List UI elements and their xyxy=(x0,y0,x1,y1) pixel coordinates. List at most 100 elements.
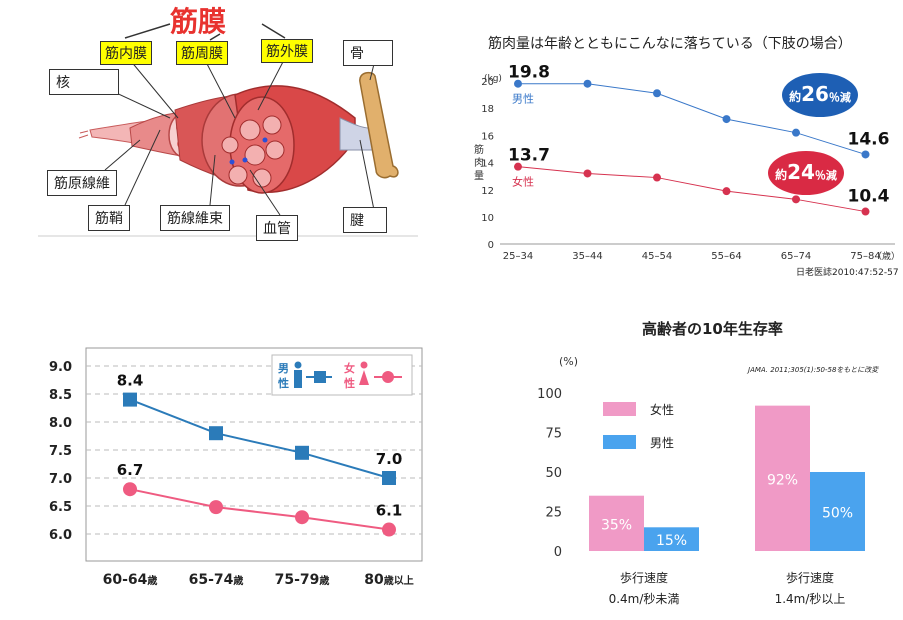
chart3-xtick: 歩行速度 xyxy=(620,570,668,585)
chart3-legend-label: 女性 xyxy=(650,402,674,417)
chart3-ytick: 25 xyxy=(545,506,562,521)
chart3-ytick: 0 xyxy=(554,545,562,560)
chart1-badge-text: 約24％減 xyxy=(775,160,837,184)
chart1-point xyxy=(583,169,592,178)
chart1-ylabel-char: 量 xyxy=(474,170,484,182)
chart3-bar xyxy=(644,527,699,551)
chart1-point xyxy=(514,79,522,88)
chart2-xtick: 75-79歳 xyxy=(275,572,330,588)
male-person-icon-body xyxy=(294,370,302,388)
chart2-ytick: 6.5 xyxy=(49,500,72,515)
chart2-series-line xyxy=(129,398,390,479)
chart3-source: JAMA. 2011;305(1):50-58をもとに改変 xyxy=(748,366,879,374)
chart2-point-square xyxy=(209,426,223,441)
chart1-xtick: 75–84 xyxy=(850,251,880,262)
chart1-ytick: 18 xyxy=(481,104,494,115)
chart3-legend-swatch xyxy=(603,435,636,449)
chart1-point xyxy=(722,187,731,196)
chart1-ytick: 10 xyxy=(481,213,494,224)
chart2-legend-male-marker xyxy=(314,371,326,383)
chart2-legend-male-char: 性 xyxy=(278,376,289,390)
chart1-point xyxy=(514,162,522,171)
muscle-mass-chart: 筋肉量は年齢とともにこんなに落ちている（下肢の場合） (kg) 0 10 12 14 16… xyxy=(470,25,903,285)
chart2-ytick: 8.0 xyxy=(49,416,72,431)
chart1-xtick: 45–54 xyxy=(642,251,672,262)
chart2-legend-male-char: 男 xyxy=(278,362,289,375)
label-nucleus: 核 xyxy=(49,69,119,95)
chart3-plot: (%)100755025035%92%15%50%歩行速度0.4m/秒未満歩行速… xyxy=(537,355,865,606)
muscle-illustration xyxy=(38,23,418,237)
chart1-end-label: 14.6 xyxy=(848,129,890,149)
chart1-yunit: (kg) xyxy=(484,74,502,84)
chart2-ytick: 8.5 xyxy=(49,388,72,403)
chart1-point xyxy=(861,150,870,159)
chart3-xtick: 1.4m/秒以上 xyxy=(775,592,846,606)
chart1-point xyxy=(583,79,592,88)
chart3-bar xyxy=(755,405,810,551)
chart2-point-circle xyxy=(295,510,309,525)
chart1-series-line xyxy=(518,83,866,155)
chart1-point xyxy=(653,173,661,182)
chart1-series-name: 男性 xyxy=(512,92,534,106)
chart3-title: 高齢者の10年生存率 xyxy=(642,320,783,338)
chart1-plot: (kg) 0 10 12 14 16 18 20 筋肉量 25–34 35–44 45–54 55–64… xyxy=(474,63,900,262)
label-sarcolemma: 筋鞘 xyxy=(88,205,130,231)
chart2-legend-female-char: 性 xyxy=(344,376,355,390)
chart1-start-label: 19.8 xyxy=(508,63,550,83)
male-person-icon xyxy=(294,361,302,369)
chart1-badge xyxy=(768,151,844,195)
chart1-point xyxy=(653,89,661,98)
chart2-xtick: 65-74歳 xyxy=(189,572,244,588)
chart3-xtick: 歩行速度 xyxy=(786,570,834,585)
chart2-point-square xyxy=(382,471,396,485)
chart2-point-circle xyxy=(382,522,396,537)
label-myofibril: 筋原線維 xyxy=(47,170,117,196)
chart1-badge-text: 約26％減 xyxy=(789,82,851,106)
label-endomysium: 筋内膜 xyxy=(100,41,152,65)
chart1-badge xyxy=(782,73,858,117)
chart1-xtick: 25–34 xyxy=(503,251,533,262)
chart1-point xyxy=(722,115,731,124)
chart3-ytick: 100 xyxy=(537,387,562,402)
chart3-bar-label: 35% xyxy=(601,517,632,533)
chart2-data-label: 6.7 xyxy=(117,461,144,479)
chart2-point-circle xyxy=(209,500,223,515)
chart2-data-label: 8.4 xyxy=(117,372,144,390)
chart1-ytick: 16 xyxy=(481,131,494,142)
chart2-point-circle xyxy=(123,482,137,497)
chart2-data-label: 6.1 xyxy=(376,502,403,520)
female-person-icon-body xyxy=(359,370,369,385)
chart2-series-line xyxy=(129,488,390,531)
chart1-start-label: 13.7 xyxy=(508,146,550,166)
chart2-xtick: 80歳以上 xyxy=(364,572,413,588)
chart2-ytick: 6.0 xyxy=(49,528,72,543)
chart2-plot: 9.0 8.5 8.0 7.5 7.0 6.5 6.0 60-64歳 65-74歳 75-79歳 8… xyxy=(49,347,423,588)
muscle-anatomy-diagram: 筋膜 筋内膜 筋周膜 筋外膜 核 骨 筋原線維 筋鞘 筋線維束 xyxy=(0,0,440,250)
chart1-ylabel-char: 筋 xyxy=(474,143,484,156)
chart1-xtick: 35–44 xyxy=(572,251,602,262)
chart3-bar-label: 15% xyxy=(656,533,687,549)
chart1-ytick: 14 xyxy=(481,159,494,170)
chart1-xtick: 55–64 xyxy=(711,251,741,262)
chart1-series-line xyxy=(517,166,866,213)
chart3-bar-label: 50% xyxy=(822,506,853,522)
chart2-legend-female-marker xyxy=(382,371,394,383)
chart1-ytick: 0 xyxy=(488,240,494,251)
chart1-source: 日老医誌2010:47:52-57 xyxy=(796,268,899,278)
chart1-xunit: （歳） xyxy=(873,250,900,262)
label-fascicle: 筋線維束 xyxy=(160,205,230,231)
chart1-point xyxy=(861,207,870,216)
label-perimysium: 筋周膜 xyxy=(176,41,228,65)
chart2-ytick: 9.0 xyxy=(49,360,72,375)
chart3-legend-label: 男性 xyxy=(650,436,674,450)
label-epimysium: 筋外膜 xyxy=(261,39,313,63)
chart1-series-name: 女性 xyxy=(512,175,534,189)
chart1-end-label: 10.4 xyxy=(848,187,890,207)
chart2-legend-female-char: 女 xyxy=(344,361,355,375)
chart2-xtick: 60-64歳 xyxy=(103,572,158,588)
chart1-point xyxy=(792,128,800,137)
chart2-data-label: 7.0 xyxy=(376,450,403,468)
chart2-ytick: 7.5 xyxy=(49,444,72,459)
label-tendon: 腱 xyxy=(343,207,387,233)
chart1-point xyxy=(792,195,800,204)
